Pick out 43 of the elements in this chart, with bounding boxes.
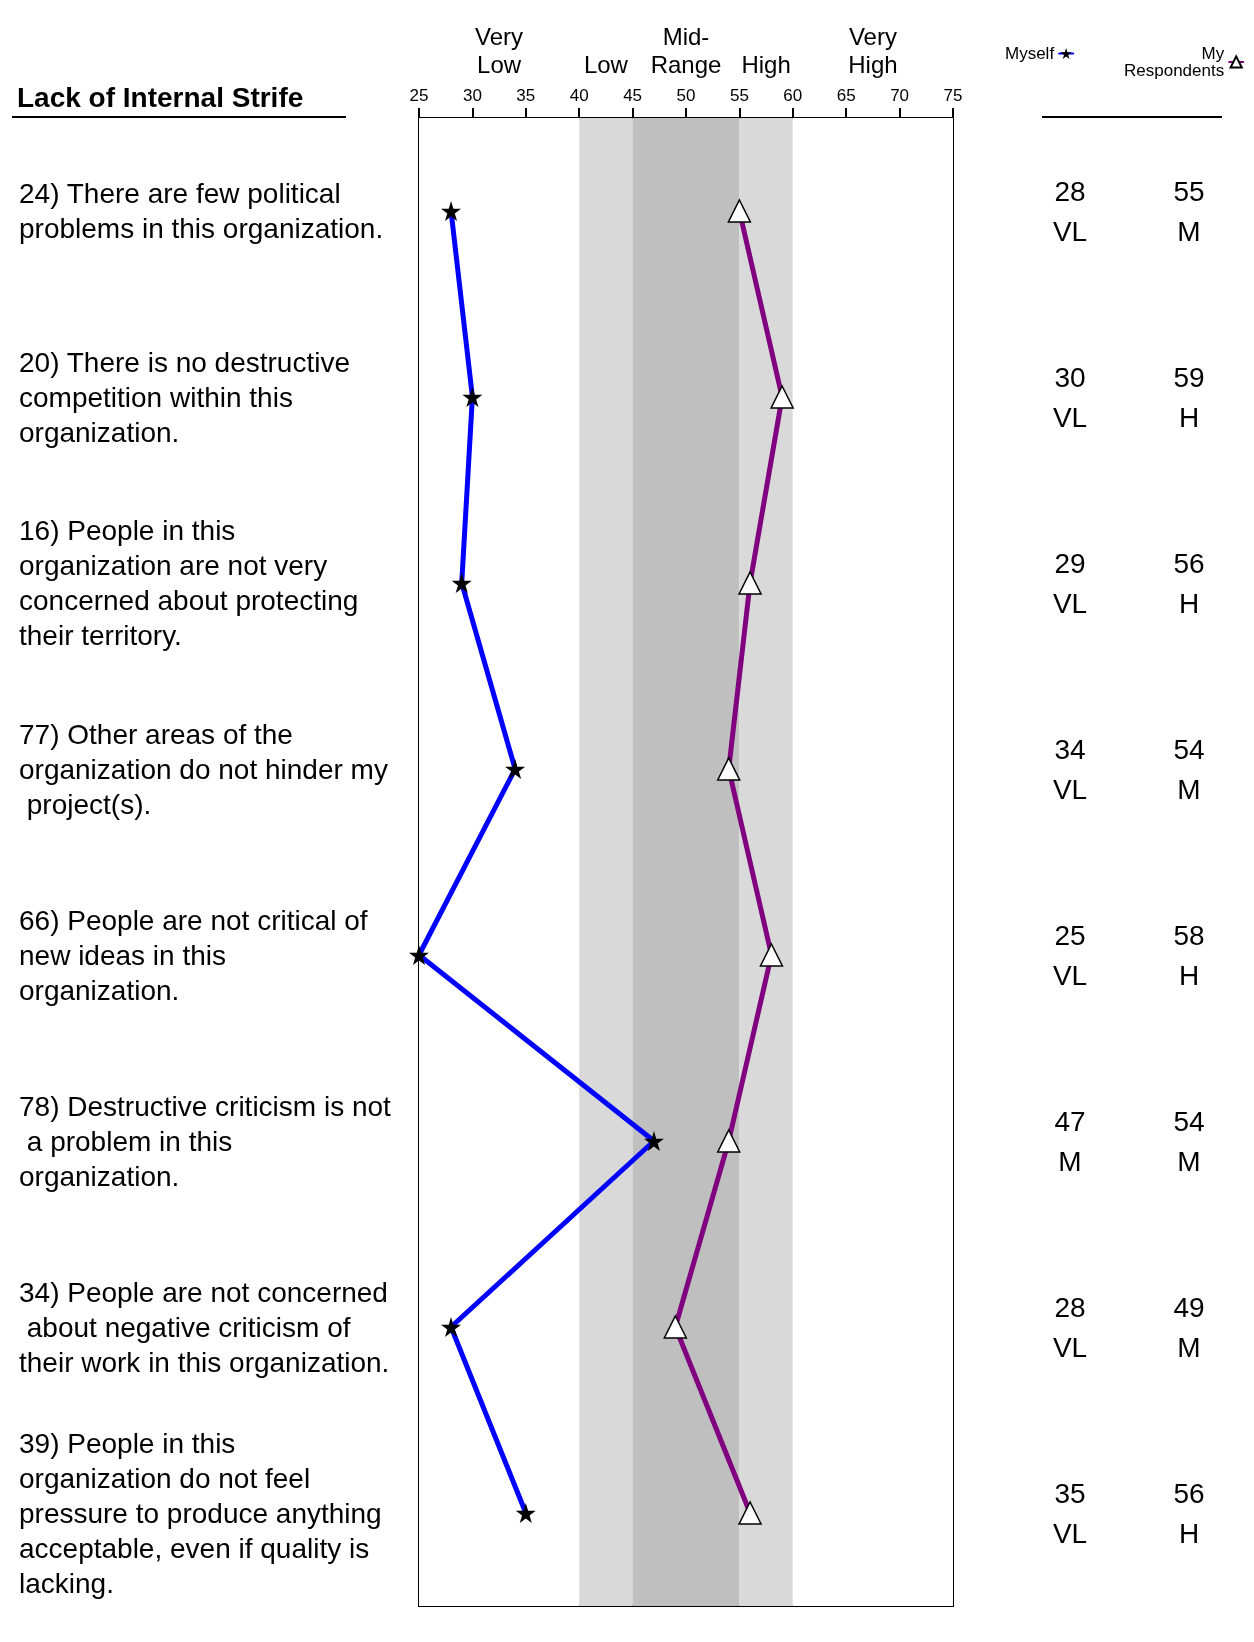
band-label: Very High <box>848 22 898 78</box>
x-tick-label: 35 <box>516 86 536 105</box>
data-label: 35 VL <box>1052 1477 1088 1549</box>
band-label: Very Low <box>475 22 524 78</box>
x-tick-label: 75 <box>943 86 963 105</box>
data-label: 30 VL <box>1052 361 1088 433</box>
data-label: 55 M <box>1173 175 1205 247</box>
data-label: 59 H <box>1173 361 1205 433</box>
text: Lack of Internal Strife <box>17 81 304 113</box>
data-label: 54 M <box>1173 1105 1205 1177</box>
data-label: 56 H <box>1173 547 1205 619</box>
data-label: 34 VL <box>1052 733 1088 805</box>
x-tick-label: 55 <box>729 86 749 105</box>
data-label: 25 VL <box>1052 919 1088 991</box>
band-label: High <box>741 50 791 78</box>
y-tick-label: 16) People in this organization are not very concerned about protecting their territory. <box>19 515 367 651</box>
y-tick-label: 34) People are not concerned about negative criticism of their work in this organization. <box>19 1276 390 1378</box>
y-tick-label: 77) Other areas of the organization do not hinder my project(s). <box>19 718 388 820</box>
data-label: 28 VL <box>1052 175 1088 247</box>
data-label: 29 VL <box>1052 547 1088 619</box>
legend-label: My Respondents <box>1123 44 1225 80</box>
legend-label: Myself <box>1004 44 1055 63</box>
x-tick-label: 70 <box>890 86 910 105</box>
band-label: Low <box>583 50 629 78</box>
data-label: 58 H <box>1173 919 1205 991</box>
data-label: 28 VL <box>1052 1291 1088 1363</box>
data-label: 47 M <box>1054 1105 1086 1177</box>
data-label: 49 M <box>1173 1291 1205 1363</box>
x-tick-label: 65 <box>836 86 856 105</box>
band-label: Mid-Range <box>650 22 722 78</box>
data-label: 54 M <box>1173 733 1205 805</box>
y-tick-label: 24) There are few political problems in this organization. <box>19 178 384 244</box>
y-tick-label: 20) There is no destructive competition within this organization. <box>19 346 358 448</box>
x-tick-label: 30 <box>462 86 482 105</box>
y-tick-label: 39) People in this organization do not feel pressure to produce anything acceptable, even if quality is lacking. <box>19 1427 390 1599</box>
x-tick-label: 50 <box>676 86 696 105</box>
data-label: 56 H <box>1173 1477 1205 1549</box>
x-tick-label: 60 <box>783 86 803 105</box>
y-tick-label: 66) People are not critical of new ideas in this organization. <box>19 904 376 1006</box>
x-tick-label: 40 <box>569 86 589 105</box>
x-tick-label: 25 <box>409 86 429 105</box>
y-tick-label: 78) Destructive criticism is not a problem in this organization. <box>19 1090 392 1192</box>
x-tick-label: 45 <box>623 86 643 105</box>
